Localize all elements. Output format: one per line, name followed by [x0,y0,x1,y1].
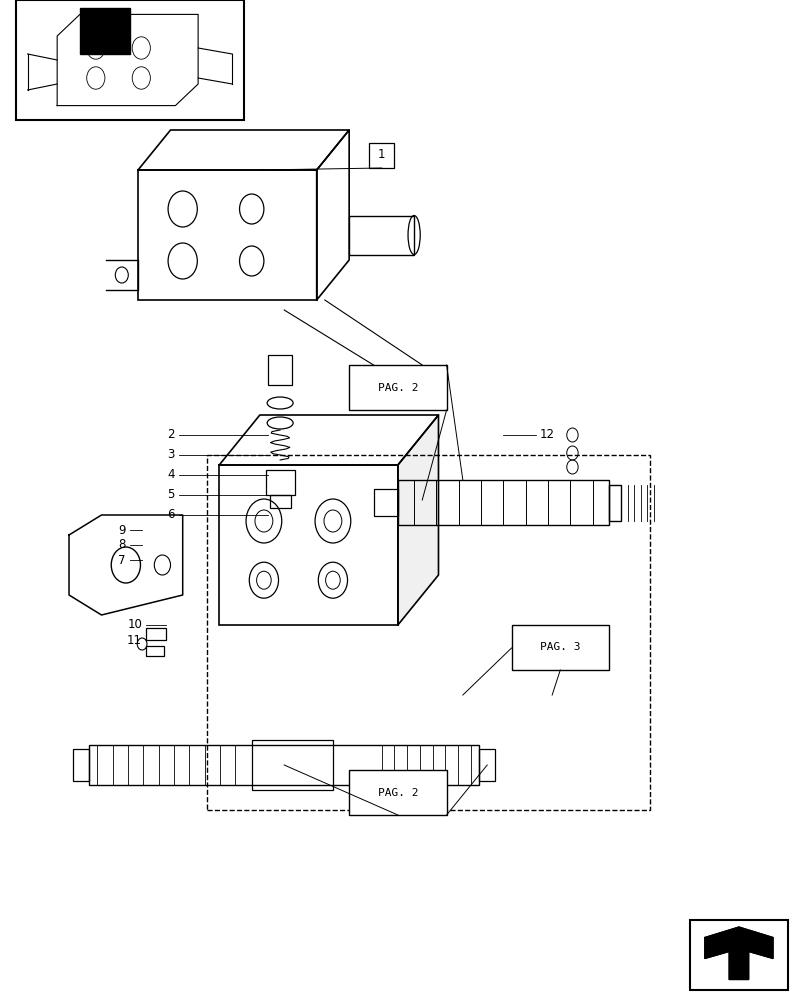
Bar [146,646,164,656]
Bar [89,745,478,785]
Bar [16,0,243,120]
Bar [251,740,333,790]
Bar [265,470,294,495]
Bar [689,920,787,990]
Bar [369,143,393,168]
Bar [138,170,316,300]
Text: 1: 1 [377,148,385,161]
Bar [146,628,166,640]
Bar [349,770,446,815]
Text: PAG. 3: PAG. 3 [539,642,580,652]
Text: 8: 8 [118,538,126,552]
Bar [349,216,414,255]
Bar [269,495,290,508]
Bar [397,480,608,525]
Bar [478,749,495,781]
Text: 2: 2 [167,428,174,442]
Polygon shape [219,415,438,465]
Text: 9: 9 [118,524,126,536]
Text: PAG. 2: PAG. 2 [377,788,418,798]
Text: PAG. 2: PAG. 2 [377,383,418,393]
Bar [373,489,397,516]
Bar [79,8,130,54]
Polygon shape [704,927,772,980]
Text: 12: 12 [539,428,554,442]
Text: 5: 5 [167,488,174,502]
Bar [349,365,446,410]
Bar [511,625,608,670]
Bar [608,485,620,520]
Text: 4: 4 [167,468,174,482]
Polygon shape [397,415,438,625]
Text: 7: 7 [118,554,126,566]
Text: 6: 6 [167,508,174,522]
Bar [268,355,292,385]
Polygon shape [69,515,182,615]
Text: 10: 10 [127,618,142,632]
Text: 11: 11 [127,634,142,647]
Bar [207,455,649,810]
Bar [219,465,397,625]
Bar [73,749,89,781]
Text: 3: 3 [167,448,174,462]
